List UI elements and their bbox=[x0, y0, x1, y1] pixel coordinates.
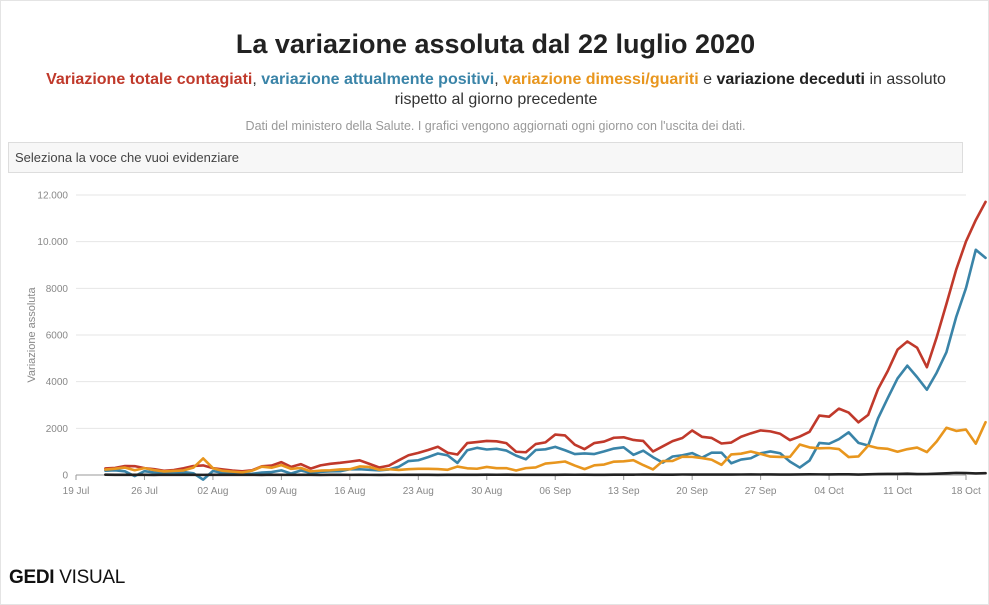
x-tick-label: 04 Oct bbox=[814, 486, 844, 497]
series-selector-dropdown[interactable]: Seleziona la voce che vuoi evidenziare bbox=[8, 142, 963, 173]
x-tick-label: 11 Oct bbox=[883, 486, 912, 497]
logo-visual: VISUAL bbox=[59, 567, 126, 588]
y-tick-label: 6000 bbox=[46, 331, 69, 342]
x-tick-label: 13 Sep bbox=[608, 486, 640, 497]
chart-grid bbox=[76, 194, 966, 476]
y-tick-label: 0 bbox=[62, 471, 68, 482]
line-chart: 0 2000 4000 6000 8000 10.000 12.000 19 Jul 26 J… bbox=[26, 191, 987, 497]
y-axis: 0 2000 4000 6000 8000 10.000 12.000 bbox=[37, 191, 68, 482]
series-line-guariti[interactable] bbox=[104, 420, 987, 474]
x-tick-label: 19 Jul bbox=[63, 486, 90, 497]
x-tick-label: 30 Aug bbox=[471, 486, 502, 497]
y-tick-label: 8000 bbox=[46, 284, 69, 295]
chart-subtitle: Variazione totale contagiati, variazione… bbox=[21, 70, 971, 110]
series-line-positivi[interactable] bbox=[104, 248, 987, 481]
source-note: Dati del ministero della Salute. I grafi… bbox=[245, 119, 746, 133]
x-tick-label: 26 Jul bbox=[131, 486, 158, 497]
logo-gedi: GEDI bbox=[9, 567, 55, 588]
chart-lines bbox=[104, 200, 987, 481]
x-axis: 19 Jul 26 Jul 02 Aug 09 Aug 16 Aug 23 Aug 30 A… bbox=[63, 474, 981, 497]
chart-title: La variazione assoluta dal 22 luglio 202… bbox=[235, 29, 756, 59]
y-axis-label: Variazione assoluta bbox=[26, 287, 38, 383]
x-tick-label: 02 Aug bbox=[197, 486, 228, 497]
subtitle-text-2: rispetto al giorno precedente bbox=[394, 91, 598, 108]
legend-contagiati[interactable]: Variazione totale contagiati bbox=[46, 71, 253, 88]
x-tick-label: 23 Aug bbox=[403, 486, 434, 497]
series-line-deceduti[interactable] bbox=[104, 471, 987, 477]
subtitle-separator: e bbox=[698, 71, 717, 88]
legend-positivi[interactable]: variazione attualmente positivi bbox=[261, 71, 495, 88]
gedi-visual-logo: GEDI VISUAL bbox=[9, 567, 125, 589]
subtitle-separator: , bbox=[252, 71, 262, 88]
legend-guariti[interactable]: variazione dimessi/guariti bbox=[503, 71, 699, 88]
x-tick-label: 16 Aug bbox=[334, 486, 365, 497]
x-tick-label: 20 Sep bbox=[676, 486, 708, 497]
subtitle-separator: , bbox=[494, 71, 504, 88]
y-tick-label: 12.000 bbox=[37, 191, 68, 202]
x-tick-label: 09 Aug bbox=[266, 486, 297, 497]
y-tick-label: 2000 bbox=[46, 424, 69, 435]
series-line-contagiati[interactable] bbox=[104, 200, 987, 473]
legend-deceduti[interactable]: variazione deceduti bbox=[716, 71, 866, 88]
y-tick-label: 10.000 bbox=[37, 237, 68, 248]
x-tick-label: 18 Oct bbox=[951, 486, 981, 497]
subtitle-text: in assoluto bbox=[865, 71, 946, 88]
x-tick-label: 27 Sep bbox=[745, 486, 777, 497]
y-tick-label: 4000 bbox=[46, 377, 69, 388]
x-tick-label: 06 Sep bbox=[539, 486, 571, 497]
